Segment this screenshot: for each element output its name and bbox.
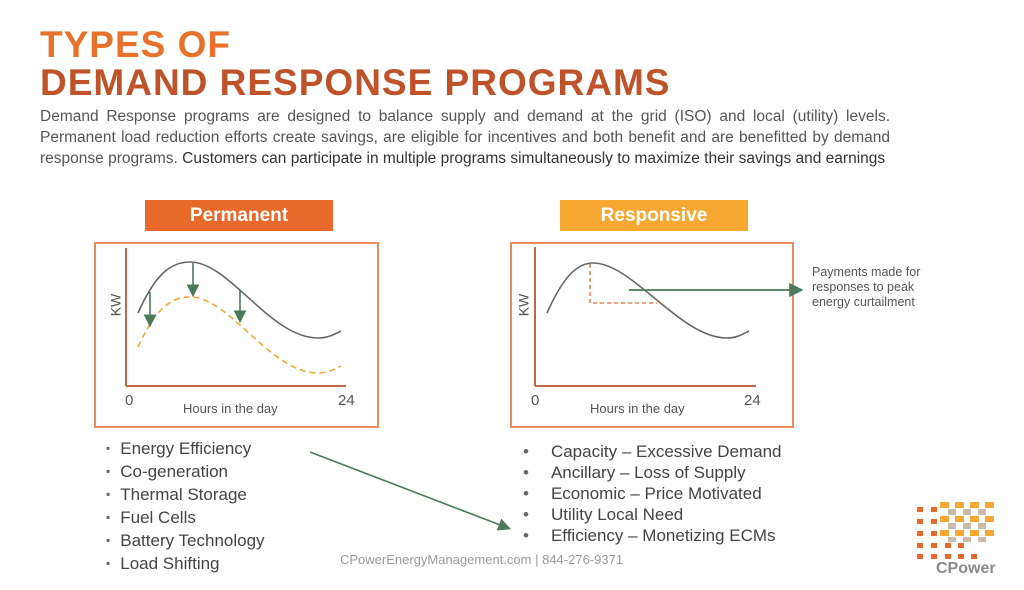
responsive-y-label: KW bbox=[515, 293, 532, 317]
list-item: Efficiency – Monetizing ECMs bbox=[523, 525, 782, 546]
list-item: Capacity – Excessive Demand bbox=[523, 441, 782, 462]
permanent-baseline-curve bbox=[137, 261, 342, 339]
curtailment-marker bbox=[589, 264, 657, 304]
cpower-logo-text: CPower bbox=[936, 560, 996, 577]
intro-paragraph: Demand Response programs are designed to… bbox=[40, 106, 890, 169]
footer: CPowerEnergyManagement.com | 844-276-937… bbox=[340, 552, 623, 567]
list-item: Utility Local Need bbox=[523, 504, 782, 525]
list-item: Thermal Storage bbox=[106, 484, 265, 507]
title-line-2: DEMAND RESPONSE PROGRAMS bbox=[40, 62, 671, 103]
permanent-x-end: 24 bbox=[338, 392, 355, 409]
footer-separator: | bbox=[531, 552, 543, 567]
list-item: Fuel Cells bbox=[106, 507, 265, 530]
title-line-1: TYPES OF bbox=[40, 24, 231, 65]
responsive-x-start: 0 bbox=[531, 392, 540, 409]
permanent-x-start: 0 bbox=[125, 392, 134, 409]
list-item: Battery Technology bbox=[106, 530, 264, 553]
list-item: Energy Efficiency bbox=[106, 438, 265, 461]
permanent-reduced-curve bbox=[137, 296, 342, 374]
payment-note: Payments made for responses to peak ener… bbox=[812, 265, 921, 309]
responsive-x-end: 24 bbox=[744, 392, 761, 409]
responsive-chart-box bbox=[510, 242, 794, 428]
permanent-y-label: KW bbox=[107, 293, 124, 317]
permanent-x-label: Hours in the day bbox=[183, 401, 278, 416]
responsive-label: Responsive bbox=[560, 200, 748, 231]
intro-text: Demand Response programs are designed to… bbox=[40, 108, 890, 167]
efficiency-connector-arrow bbox=[309, 451, 511, 531]
responsive-load-curve bbox=[546, 262, 750, 339]
permanent-list: Energy Efficiency Co-generation Thermal … bbox=[106, 438, 265, 576]
permanent-label: Permanent bbox=[145, 200, 333, 231]
list-item: Co-generation bbox=[106, 461, 265, 484]
permanent-chart-box bbox=[94, 242, 379, 428]
cpower-logo-icon bbox=[917, 502, 994, 559]
list-item: Load Shifting bbox=[106, 553, 265, 576]
intro-emphasis: Customers can participate in multiple pr… bbox=[177, 150, 886, 167]
responsive-x-label: Hours in the day bbox=[590, 401, 685, 416]
footer-phone: 844-276-9371 bbox=[542, 552, 624, 567]
list-item: Economic – Price Motivated bbox=[523, 483, 782, 504]
responsive-list: Capacity – Excessive Demand Ancillary – … bbox=[523, 441, 782, 546]
footer-website[interactable]: CPowerEnergyManagement.com bbox=[340, 552, 532, 567]
list-item: Ancillary – Loss of Supply bbox=[523, 462, 782, 483]
